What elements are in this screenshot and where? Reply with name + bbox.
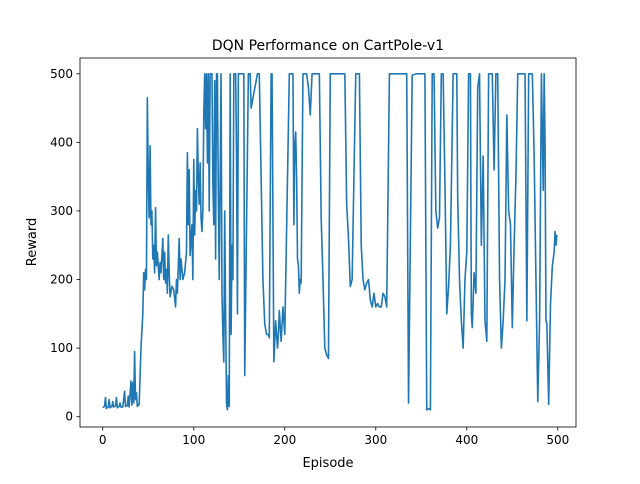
x-tick-label: 200 [273,433,296,447]
axes-frame [79,57,577,428]
x-tick-label: 400 [455,433,478,447]
y-axis-label: Reward [25,218,40,266]
x-tick-label: 0 [99,433,107,447]
y-tick-label: 500 [50,67,73,81]
chart-title: DQN Performance on CartPole-v1 [212,38,444,54]
y-tick-label: 400 [50,135,73,149]
x-axis-label: Episode [302,456,353,471]
x-tick-label: 300 [364,433,387,447]
y-tick-label: 300 [50,204,73,218]
data-line [102,72,558,411]
y-tick-label: 100 [50,341,73,355]
y-tick-label: 200 [50,273,73,287]
x-tick-label: 500 [546,433,569,447]
y-tick-label: 0 [65,410,73,424]
x-tick-label: 100 [182,433,205,447]
